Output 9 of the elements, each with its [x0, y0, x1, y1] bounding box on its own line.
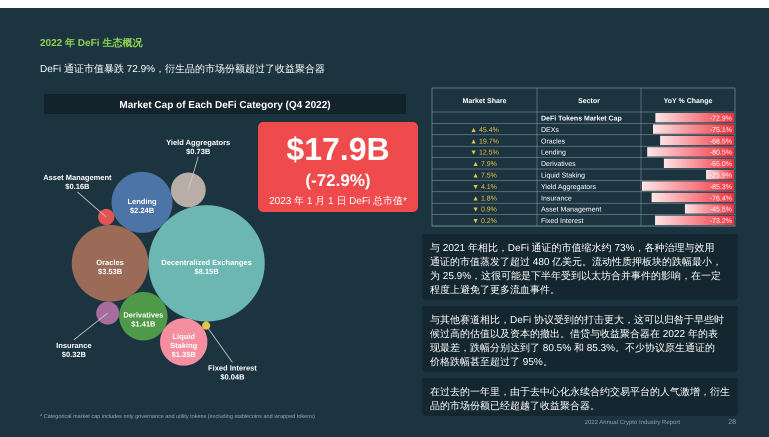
text: $17.9B	[286, 131, 390, 167]
text: 在过去的一年里，由于去中心化永续合约交易平台的人气激增，衍生品的市场份额已经超越了收益聚合器。	[430, 386, 730, 412]
text: DeFi 通证市值暴跌 72.9%，衍生品的市场份额超过了收益聚合器	[40, 63, 326, 75]
text: 与 2021 年相比，DeFi 通证的市值缩水约 73%，各种治理与效用通证的市值蒸发了超过 480 亿美元。流动性质押板块的跌幅最小，为 25.9%，这很可能是下半年受到以太坊合并事件的影响，在一定程度上避免了更多流血事件。	[430, 242, 722, 296]
text: 2023 年 1 月 1 日 DeFi 总市值*	[269, 195, 408, 207]
text: 与其他赛道相比，DeFi 协议受到的打击更大，这可以归咎于早些时候过高的估值以及资本的撤出。借贷与收益聚合器在 2022 年的表现最差，跌幅分别达到了 80.5% 和 85.3%。不少协议原生通证的价格跌幅甚至超过了 95%。	[429, 314, 724, 368]
text: Market Cap of Each DeFi Category (Q4 2022)	[119, 100, 331, 111]
text: (-72.9%)	[305, 171, 371, 190]
text: 2022 年 DeFi 生态概况	[40, 37, 144, 49]
